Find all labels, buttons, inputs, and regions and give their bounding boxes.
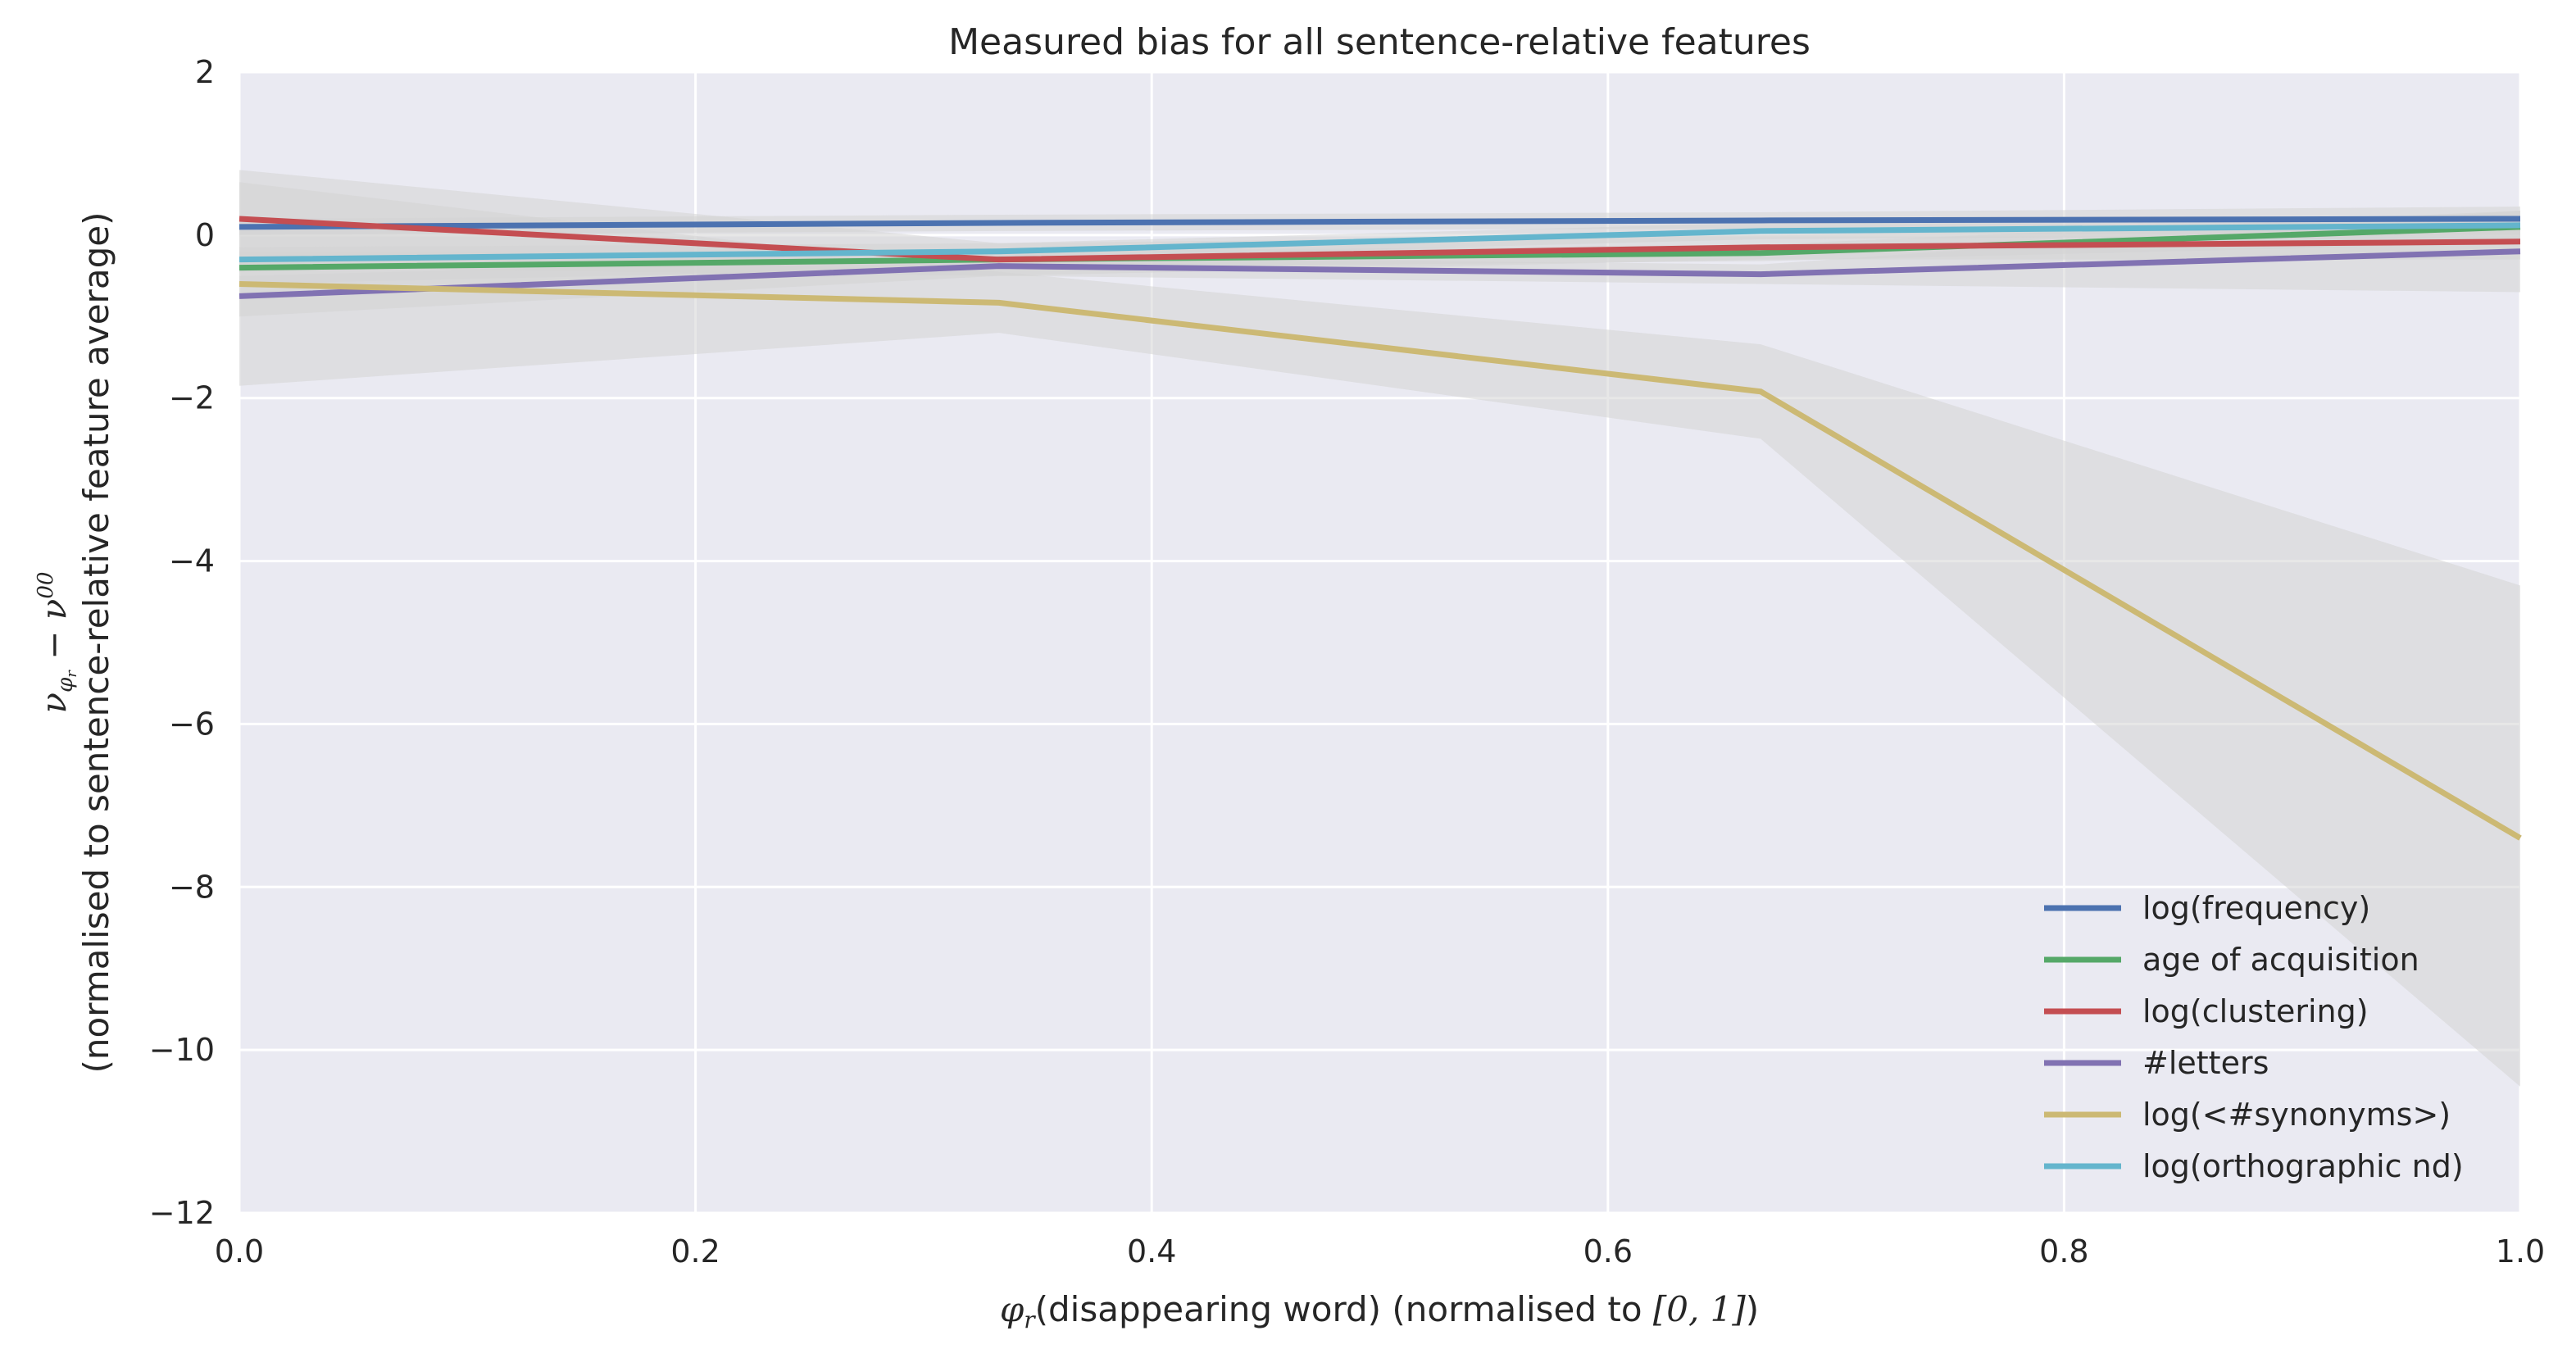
y-label-minus: − xyxy=(34,620,74,670)
x-label-close: ) xyxy=(1746,1289,1759,1329)
series-line-2 xyxy=(239,216,2521,263)
x-tick-label-5: 1.0 xyxy=(2496,1233,2545,1269)
series-line-5 xyxy=(239,222,2521,263)
y-tick-label-6: −10 xyxy=(149,1032,215,1068)
y-tick-label-2: −2 xyxy=(169,380,215,416)
y-label-nu-2: ν xyxy=(34,599,74,620)
y-label-nu: ν xyxy=(34,693,74,714)
x-label-interval: [0, 1] xyxy=(1653,1289,1747,1329)
band-3 xyxy=(239,211,2520,317)
x-label-paren-text: (disappearing word) xyxy=(1035,1289,1381,1329)
band-4 xyxy=(239,182,2520,1087)
x-tick-labels: 0.0 0.2 0.4 0.6 0.8 1.0 xyxy=(215,1233,2545,1269)
y-label-line2: (normalised to sentence-relative feature… xyxy=(76,212,116,1074)
x-axis-label: φr(disappearing word) (normalised to [0,… xyxy=(1000,1289,1759,1333)
series-line-0 xyxy=(239,216,2521,230)
y-label-sub-r: r xyxy=(63,670,80,678)
y-label-line1: νφr − ν00 xyxy=(34,572,80,714)
legend-label-1: age of acquisition xyxy=(2142,942,2419,978)
x-tick-label-0: 0.0 xyxy=(215,1233,264,1269)
y-tick-label-0: 2 xyxy=(195,54,215,90)
x-label-suffix: (normalised to xyxy=(1381,1289,1653,1329)
y-tick-labels: 2 0 −2 −4 −6 −8 −10 −12 xyxy=(149,54,215,1231)
chart-title: Measured bias for all sentence-relative … xyxy=(948,21,1810,63)
legend-label-4: log(<#synonyms>) xyxy=(2142,1097,2451,1133)
y-tick-label-4: −6 xyxy=(169,706,215,742)
legend-label-5: log(orthographic nd) xyxy=(2142,1148,2464,1184)
y-tick-label-1: 0 xyxy=(195,217,215,253)
y-tick-label-7: −12 xyxy=(149,1195,215,1231)
series-line-3 xyxy=(239,248,2521,299)
legend-label-0: log(frequency) xyxy=(2142,890,2370,926)
x-tick-label-3: 0.6 xyxy=(1583,1233,1633,1269)
x-label-subscript: r xyxy=(1024,1306,1036,1333)
y-label-sub-phi: φ xyxy=(53,677,78,693)
legend-label-2: log(clustering) xyxy=(2142,993,2369,1029)
x-tick-label-2: 0.4 xyxy=(1127,1233,1176,1269)
x-label-symbol: φ xyxy=(1000,1289,1024,1329)
y-label-sup: 00 xyxy=(34,572,58,599)
y-tick-label-5: −8 xyxy=(169,869,215,905)
series-line-4 xyxy=(239,281,2522,841)
x-tick-label-1: 0.2 xyxy=(670,1233,720,1269)
legend-label-3: #letters xyxy=(2142,1045,2269,1081)
series-lines xyxy=(239,216,2522,841)
y-tick-label-3: −4 xyxy=(169,543,215,579)
legend: log(frequency) age of acquisition log(clus… xyxy=(2044,890,2464,1184)
x-tick-label-4: 0.8 xyxy=(2039,1233,2088,1269)
y-axis-label: νφr − ν00 (normalised to sentence-relati… xyxy=(34,212,116,1074)
